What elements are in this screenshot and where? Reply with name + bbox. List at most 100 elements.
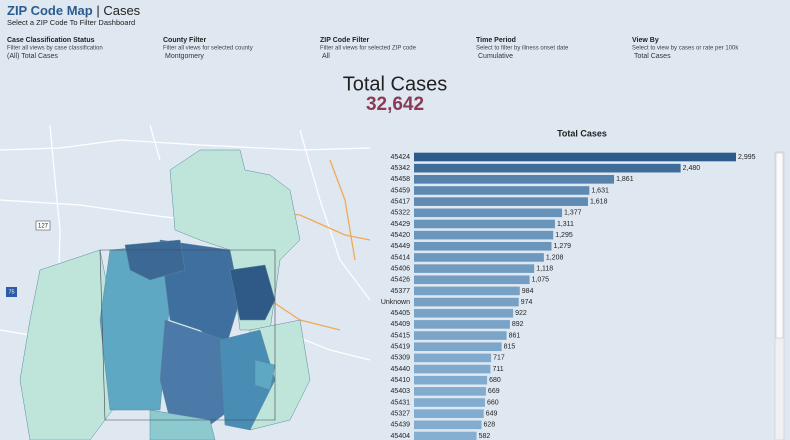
data-label: 1,208 bbox=[546, 254, 564, 261]
data-label: 974 bbox=[521, 299, 533, 306]
bar bbox=[414, 431, 477, 440]
bar bbox=[414, 297, 519, 307]
y-tick-label: 45309 bbox=[391, 355, 411, 362]
bar bbox=[414, 387, 486, 396]
kpi-title: Total Cases bbox=[343, 73, 448, 95]
data-label: 660 bbox=[487, 399, 499, 406]
y-tick-label: 45426 bbox=[391, 277, 411, 284]
y-tick-label: 45409 bbox=[391, 321, 411, 328]
bar bbox=[414, 253, 544, 262]
data-label: 711 bbox=[492, 366, 503, 373]
bar bbox=[414, 275, 530, 285]
data-label: 2,480 bbox=[683, 165, 701, 172]
bar bbox=[414, 219, 555, 229]
filter-description: Select to filter by illness onset date bbox=[476, 46, 569, 52]
y-tick-label: Unknown bbox=[381, 299, 410, 306]
y-tick-label: 45322 bbox=[391, 210, 411, 217]
data-label: 2,995 bbox=[738, 154, 756, 161]
data-label: 717 bbox=[493, 355, 505, 362]
y-tick-label: 45439 bbox=[391, 422, 411, 429]
filter-bar: Case Classification Status Filter all vi… bbox=[7, 37, 739, 60]
data-label: 1,861 bbox=[616, 176, 634, 183]
bar bbox=[414, 264, 535, 273]
bar bbox=[414, 375, 488, 385]
y-tick-label: 45403 bbox=[391, 388, 411, 395]
y-tick-label: 45459 bbox=[391, 187, 411, 194]
y-tick-label: 45458 bbox=[391, 176, 411, 183]
y-tick-label: 45342 bbox=[391, 165, 411, 172]
data-label: 628 bbox=[484, 422, 496, 429]
bar bbox=[414, 331, 507, 340]
filter-title: Case Classification Status bbox=[7, 37, 95, 44]
bar bbox=[414, 152, 736, 162]
bar bbox=[414, 197, 588, 206]
data-label: 1,631 bbox=[591, 187, 609, 194]
data-label: 1,295 bbox=[555, 232, 573, 239]
y-tick-label: 45377 bbox=[391, 288, 411, 295]
header-title: ZIP Code Map | Cases bbox=[7, 3, 141, 18]
y-tick-label: 45414 bbox=[391, 254, 411, 261]
y-tick-label: 45449 bbox=[391, 243, 411, 250]
filter-description: Select to view by cases or rate per 100k bbox=[632, 46, 739, 52]
bar bbox=[414, 420, 482, 430]
bar bbox=[414, 409, 484, 418]
bar bbox=[414, 241, 552, 251]
bar bbox=[414, 208, 563, 218]
y-tick-label: 45419 bbox=[391, 344, 411, 351]
y-tick-label: 45417 bbox=[391, 198, 411, 205]
bar bbox=[414, 286, 520, 296]
y-tick-label: 45429 bbox=[391, 221, 411, 228]
data-label: 1,377 bbox=[564, 210, 582, 217]
county-border bbox=[99, 249, 276, 421]
data-label: 815 bbox=[504, 344, 516, 351]
filter-title: View By bbox=[632, 37, 659, 44]
y-tick-label: 45404 bbox=[391, 433, 411, 440]
title-suffix: Cases bbox=[103, 3, 140, 18]
data-label: 1,618 bbox=[590, 198, 608, 205]
bar bbox=[414, 353, 492, 363]
interstate-shield bbox=[6, 287, 17, 297]
y-tick-label: 45406 bbox=[391, 265, 411, 272]
filter-value[interactable]: (All) Total Cases bbox=[7, 53, 58, 60]
title-link: ZIP Code Map bbox=[7, 3, 93, 18]
y-tick-label: 45410 bbox=[391, 377, 411, 384]
filter-value[interactable]: All bbox=[322, 53, 330, 60]
bar bbox=[414, 308, 514, 318]
filter-description: Filter all views by case classification bbox=[7, 46, 103, 52]
data-label: 1,118 bbox=[536, 265, 553, 272]
bar bbox=[414, 364, 491, 374]
scroll-thumb[interactable] bbox=[775, 152, 784, 339]
y-tick-label: 45440 bbox=[391, 366, 411, 373]
data-label: 922 bbox=[515, 310, 527, 317]
chart-title: Total Cases bbox=[557, 128, 607, 138]
filter-title: Time Period bbox=[476, 37, 516, 44]
filter-description: Filter all views for selected ZIP code bbox=[320, 46, 417, 52]
map[interactable]: 127 75 bbox=[0, 124, 371, 440]
zip-regions bbox=[19, 149, 311, 440]
bar bbox=[414, 342, 502, 352]
y-tick-label: 45327 bbox=[391, 411, 411, 418]
y-tick-label: 45415 bbox=[391, 332, 411, 339]
data-label: 1,279 bbox=[554, 243, 572, 250]
bar bbox=[414, 186, 590, 195]
filter-value[interactable]: Total Cases bbox=[634, 53, 671, 60]
filter-description: Filter all views for selected county bbox=[163, 46, 253, 52]
filter-value[interactable]: Cumulative bbox=[478, 53, 513, 60]
route-label: 127 bbox=[38, 224, 49, 230]
data-label: 984 bbox=[522, 288, 534, 295]
bar bbox=[414, 398, 485, 407]
data-label: 649 bbox=[486, 411, 498, 418]
data-label: 680 bbox=[489, 377, 501, 384]
filter-title: County Filter bbox=[163, 37, 206, 44]
data-label: 669 bbox=[488, 388, 500, 395]
data-label: 1,311 bbox=[557, 221, 574, 228]
filter-value[interactable]: Montgomery bbox=[165, 53, 204, 60]
bar-chart: 45424 2,995 45342 2,480 45458 1,861 45459 1,631… bbox=[381, 152, 756, 440]
bar bbox=[414, 320, 510, 329]
interstate-label: 75 bbox=[8, 289, 14, 295]
bar bbox=[414, 175, 615, 184]
route-shield bbox=[35, 220, 51, 231]
bar bbox=[414, 230, 554, 240]
